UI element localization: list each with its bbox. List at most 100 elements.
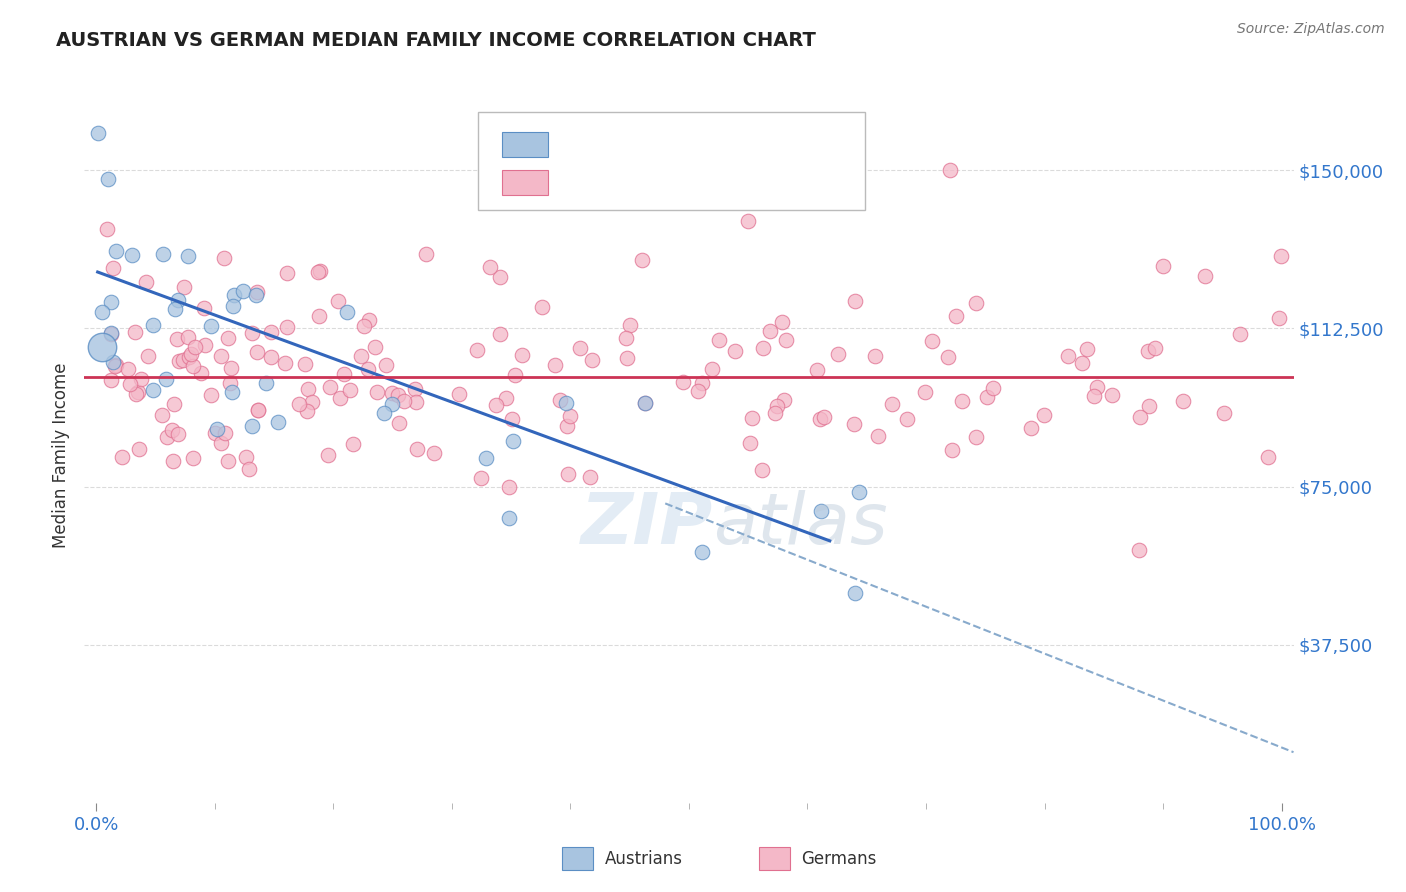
- Point: [177, 249, 200, 263]
- Point: [194, 338, 217, 352]
- Point: [162, 453, 184, 467]
- Point: [307, 265, 329, 279]
- Text: ZIP: ZIP: [581, 490, 713, 559]
- Point: [752, 341, 775, 355]
- Point: [333, 367, 356, 381]
- Point: [1213, 405, 1236, 419]
- Point: [336, 305, 359, 319]
- Point: [619, 318, 641, 332]
- Point: [880, 397, 903, 411]
- Point: [221, 299, 243, 313]
- Point: [319, 380, 342, 394]
- Point: [405, 395, 427, 409]
- Text: 174: 174: [735, 174, 770, 192]
- Point: [672, 375, 695, 389]
- Point: [489, 270, 512, 285]
- Point: [238, 461, 260, 475]
- Point: [111, 450, 134, 464]
- Point: [100, 327, 122, 342]
- Point: [896, 412, 918, 426]
- Point: [404, 382, 426, 396]
- Point: [470, 471, 492, 485]
- Point: [150, 408, 173, 422]
- Text: 37: 37: [735, 136, 759, 153]
- Point: [1137, 399, 1160, 413]
- Point: [200, 318, 222, 333]
- Point: [702, 362, 724, 376]
- Point: [740, 436, 762, 450]
- Point: [160, 423, 183, 437]
- Text: R =: R =: [560, 136, 596, 153]
- Point: [105, 244, 128, 259]
- Point: [741, 411, 763, 425]
- Point: [276, 266, 298, 280]
- Point: [1083, 389, 1105, 403]
- Point: [976, 390, 998, 404]
- Point: [914, 384, 936, 399]
- Point: [634, 396, 657, 410]
- Point: [183, 340, 205, 354]
- Point: [965, 296, 987, 310]
- Point: [921, 334, 943, 349]
- Point: [813, 410, 835, 425]
- Point: [166, 332, 188, 346]
- Point: [205, 422, 228, 436]
- Point: [366, 385, 388, 400]
- Point: [820, 193, 842, 207]
- Point: [1194, 269, 1216, 284]
- Point: [724, 344, 747, 359]
- Point: [259, 351, 281, 365]
- Point: [1057, 349, 1080, 363]
- Point: [530, 300, 553, 314]
- Point: [373, 406, 395, 420]
- Point: [212, 251, 235, 265]
- Point: [121, 247, 143, 261]
- Point: [558, 409, 581, 423]
- Point: [474, 451, 496, 466]
- Point: [465, 343, 488, 357]
- Point: [392, 394, 415, 409]
- Point: [246, 285, 269, 299]
- Point: [387, 388, 409, 402]
- Point: [204, 426, 226, 441]
- Point: [163, 397, 186, 411]
- Point: [381, 386, 404, 401]
- Point: [938, 163, 960, 178]
- Point: [1076, 342, 1098, 356]
- Point: [579, 469, 602, 483]
- Point: [152, 247, 174, 261]
- Point: [245, 345, 267, 359]
- Point: [485, 398, 508, 412]
- Point: [357, 362, 380, 376]
- Point: [260, 325, 283, 339]
- Point: [498, 511, 520, 525]
- Text: -0.405: -0.405: [599, 136, 658, 153]
- Point: [775, 333, 797, 347]
- Point: [614, 331, 637, 345]
- Text: atlas: atlas: [713, 490, 887, 559]
- Point: [318, 448, 340, 462]
- Point: [950, 394, 973, 409]
- Point: [1171, 394, 1194, 409]
- Point: [936, 350, 959, 364]
- Point: [136, 349, 159, 363]
- Point: [981, 380, 1004, 394]
- Point: [550, 393, 572, 408]
- Point: [759, 325, 782, 339]
- Point: [124, 326, 146, 340]
- Point: [97, 171, 120, 186]
- Point: [1032, 408, 1054, 422]
- Point: [1229, 327, 1251, 342]
- Point: [569, 342, 592, 356]
- Point: [129, 372, 152, 386]
- Point: [1270, 249, 1292, 263]
- Point: [634, 396, 657, 410]
- Text: N =: N =: [697, 136, 734, 153]
- Point: [1070, 356, 1092, 370]
- Point: [167, 293, 190, 307]
- Point: [235, 450, 257, 465]
- Point: [350, 349, 373, 363]
- Point: [770, 315, 793, 329]
- Point: [1152, 259, 1174, 273]
- Point: [827, 346, 849, 360]
